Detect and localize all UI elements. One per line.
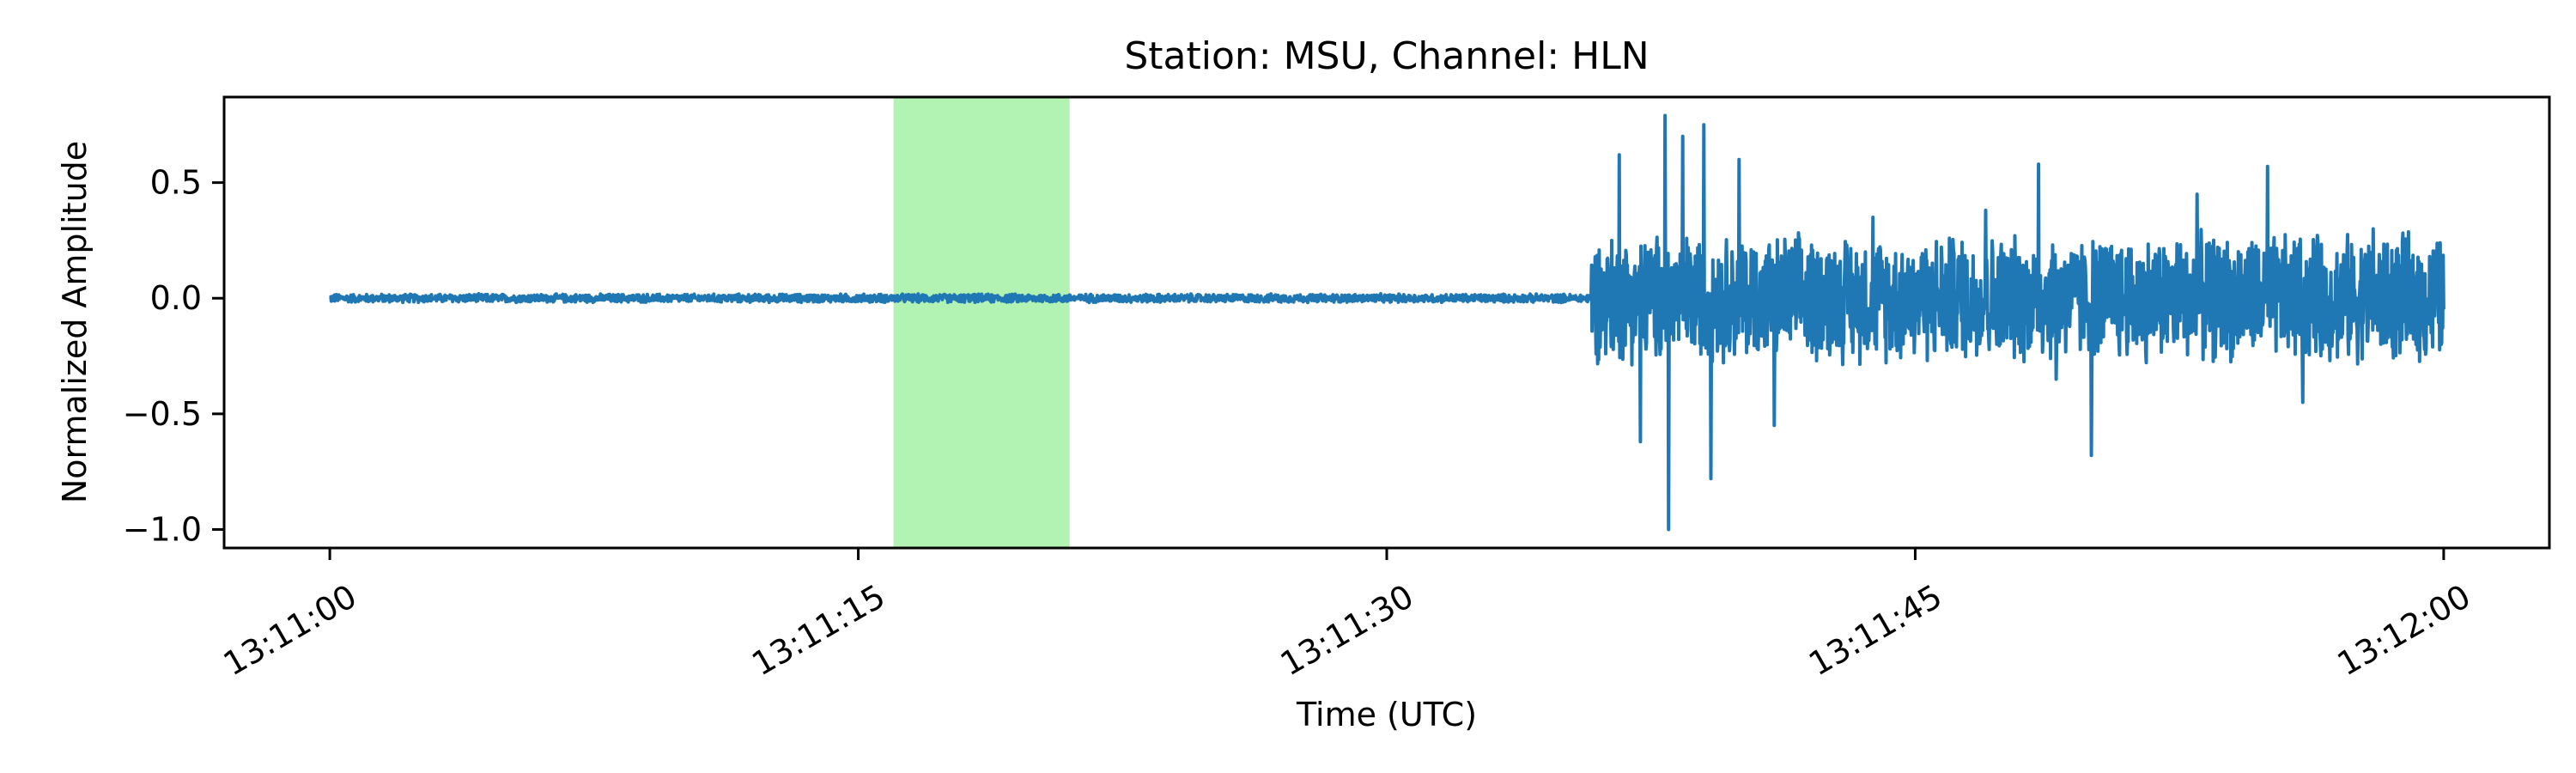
x-axis: 13:11:00 13:11:15 13:11:30 13:11:45 13:12:00 bbox=[217, 548, 2477, 683]
x-tick-label: 13:11:15 bbox=[745, 577, 891, 683]
highlight-band bbox=[893, 97, 1070, 548]
y-axis: 0.5 0.0 −0.5 −1.0 bbox=[123, 164, 224, 548]
y-axis-label: Normalized Amplitude bbox=[56, 141, 94, 503]
y-tick-label: 0.5 bbox=[150, 164, 202, 202]
x-tick-label: 13:11:45 bbox=[1802, 577, 1948, 683]
y-tick-label: 0.0 bbox=[150, 279, 202, 317]
waveform-line bbox=[328, 113, 2445, 532]
plot-frame bbox=[222, 95, 2551, 550]
y-tick-label: −1.0 bbox=[123, 510, 202, 548]
x-tick-label: 13:11:00 bbox=[217, 577, 363, 683]
x-axis-label: Time (UTC) bbox=[1296, 696, 1477, 733]
x-tick-label: 13:12:00 bbox=[2331, 577, 2477, 683]
x-tick-label: 13:11:30 bbox=[1274, 577, 1420, 683]
chart-title: Station: MSU, Channel: HLN bbox=[1124, 34, 1649, 78]
y-tick-label: −0.5 bbox=[123, 395, 202, 433]
